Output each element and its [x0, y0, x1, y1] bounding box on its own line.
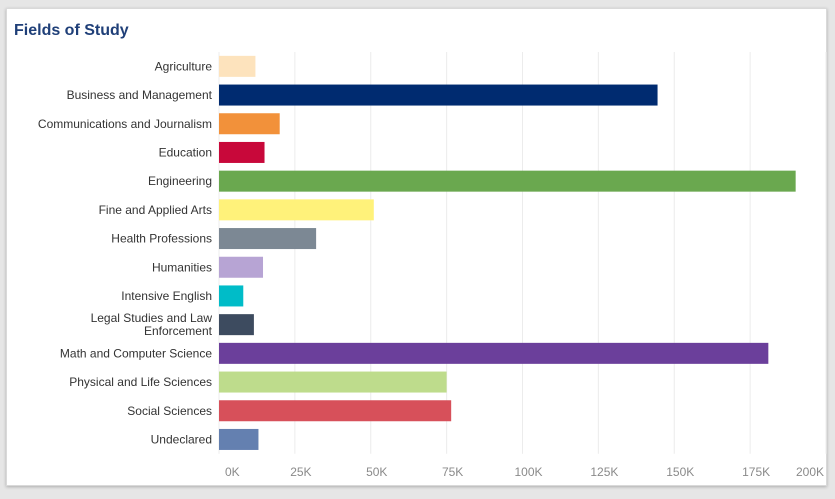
x-axis-ticks: 0K 25K 50K 75K 100K 125K 150K 175K 200K — [225, 465, 824, 479]
bars — [219, 55, 796, 450]
x-tick-label: 50K — [366, 465, 387, 479]
category-label: Social Sciences — [127, 404, 212, 418]
category-label: Engineering — [148, 174, 212, 188]
x-tick-label: 0K — [225, 465, 240, 479]
category-label: Health Professions — [111, 232, 212, 246]
category-labels: Agriculture Business and Management Commun… — [38, 59, 213, 446]
category-label: Physical and Life Sciences — [69, 375, 212, 389]
bar[interactable] — [219, 371, 447, 393]
x-tick-label: 75K — [442, 465, 463, 479]
bar[interactable] — [219, 141, 265, 163]
category-label: Intensive English — [121, 289, 212, 303]
bar[interactable] — [219, 428, 259, 450]
x-tick-label: 200K — [796, 465, 824, 479]
x-tick-label: 150K — [666, 465, 694, 479]
category-label: Fine and Applied Arts — [99, 203, 212, 217]
x-tick-label: 25K — [290, 465, 311, 479]
bar[interactable] — [219, 84, 658, 106]
gridlines — [218, 52, 827, 454]
category-label: Math and Computer Science — [60, 346, 212, 360]
bar[interactable] — [219, 170, 796, 192]
category-label: Business and Management — [67, 88, 213, 102]
category-label: Legal Studies and Law Enforcement — [91, 311, 213, 338]
bar[interactable] — [219, 314, 254, 336]
x-tick-label: 100K — [514, 465, 542, 479]
bar[interactable] — [219, 285, 244, 307]
bar[interactable] — [219, 256, 264, 278]
category-label: Agriculture — [155, 59, 213, 73]
category-label: Communications and Journalism — [38, 117, 212, 131]
category-label: Education — [159, 145, 212, 159]
bar[interactable] — [219, 400, 452, 422]
bar[interactable] — [219, 113, 280, 135]
bar[interactable] — [219, 342, 769, 364]
chart-title: Fields of Study — [14, 22, 129, 39]
category-label: Humanities — [152, 260, 212, 274]
bar[interactable] — [219, 55, 256, 77]
bar[interactable] — [219, 199, 374, 221]
bar[interactable] — [219, 228, 317, 250]
x-tick-label: 175K — [742, 465, 770, 479]
category-label: Undeclared — [151, 432, 212, 446]
x-tick-label: 125K — [590, 465, 618, 479]
